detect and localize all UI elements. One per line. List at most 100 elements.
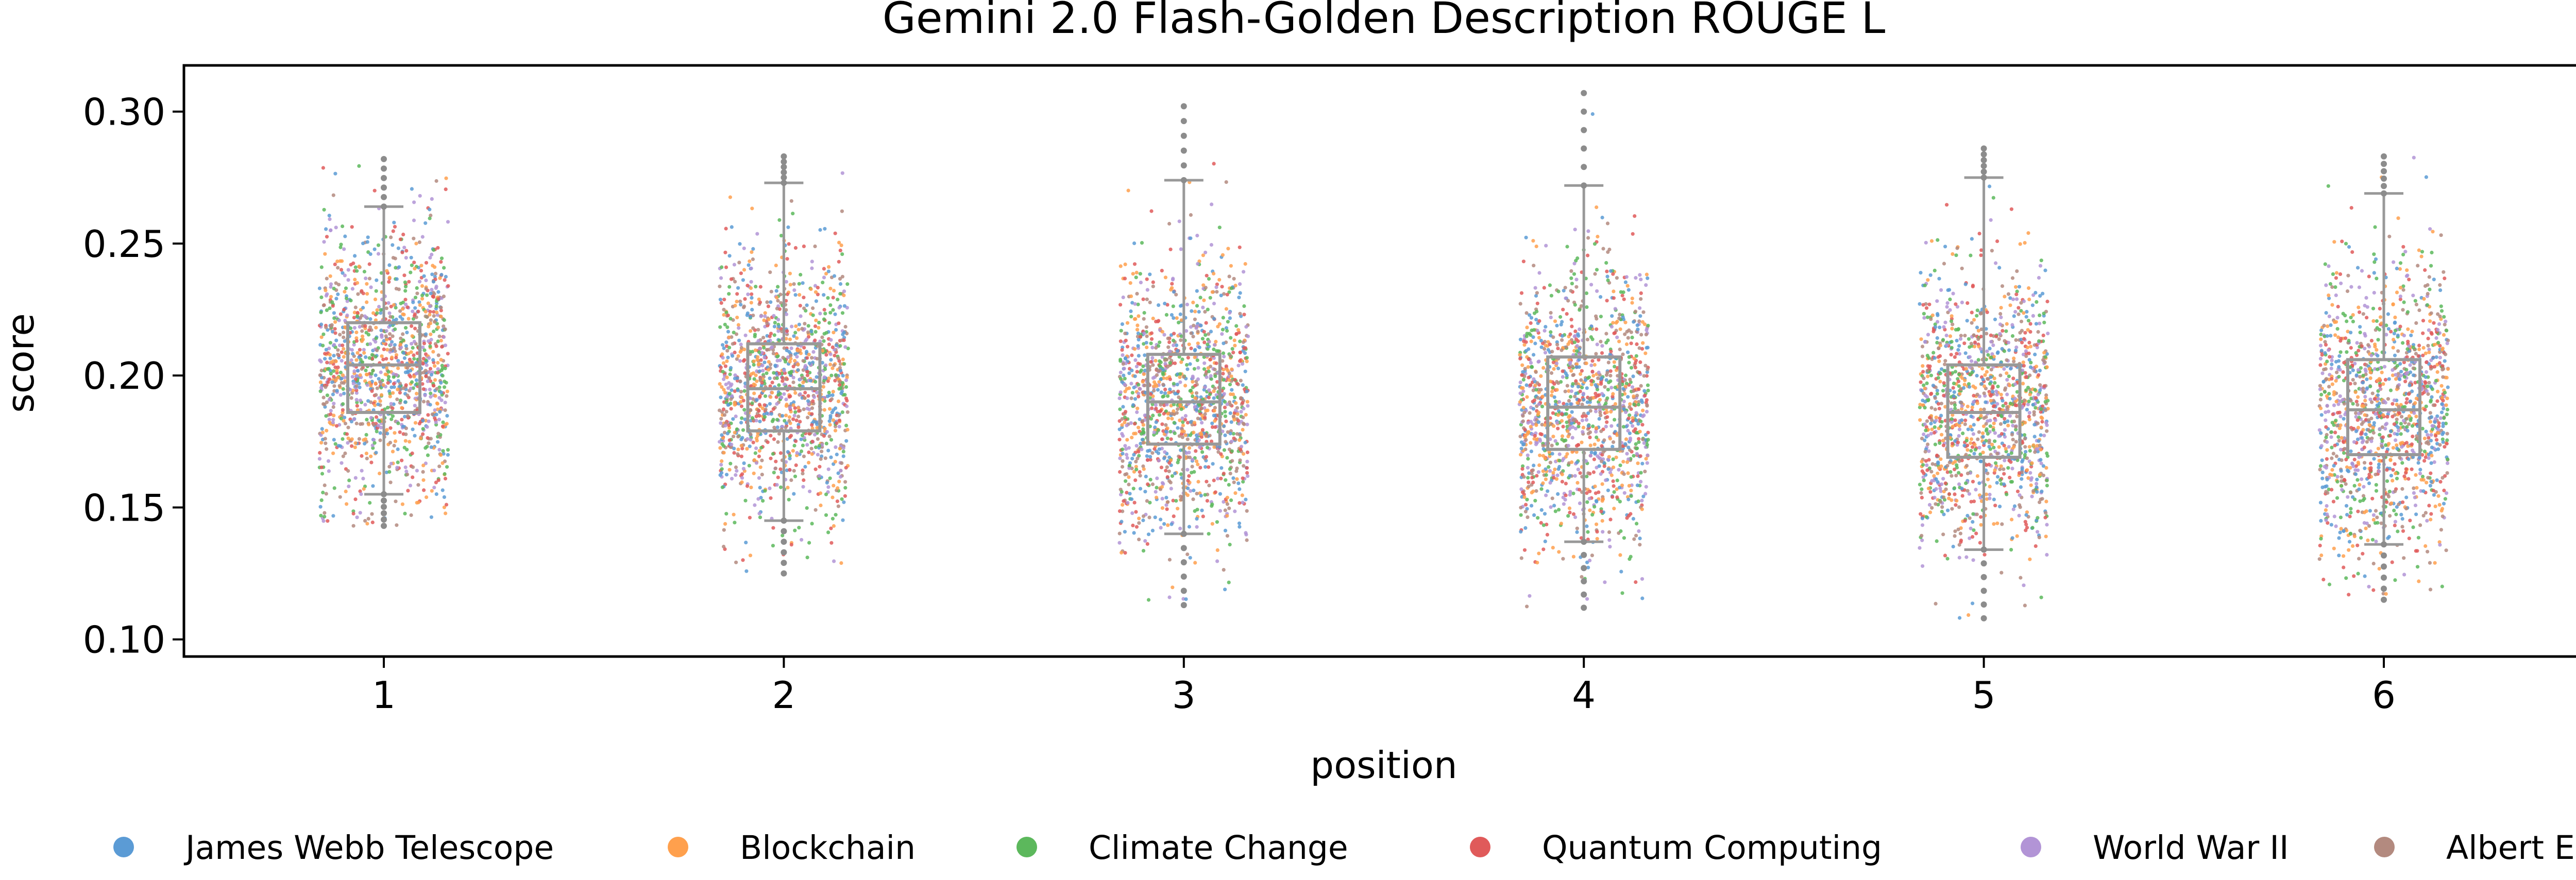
strip-point — [786, 450, 790, 454]
strip-point — [769, 395, 773, 399]
strip-point — [777, 383, 781, 387]
strip-point — [378, 431, 382, 435]
strip-point — [842, 294, 846, 298]
strip-point — [353, 441, 358, 445]
strip-point — [439, 256, 444, 261]
strip-point — [389, 304, 393, 308]
strip-point — [1549, 310, 1553, 315]
strip-point — [354, 421, 359, 426]
strip-point — [1220, 332, 1224, 336]
strip-point — [834, 513, 838, 517]
strip-point — [428, 313, 432, 317]
strip-point — [1545, 532, 1549, 537]
strip-point — [1595, 342, 1599, 347]
strip-point — [421, 419, 425, 423]
strip-point — [339, 417, 344, 421]
strip-point — [757, 413, 761, 418]
strip-point — [1121, 509, 1125, 513]
strip-point — [1520, 467, 1524, 471]
strip-point — [836, 486, 840, 490]
strip-point — [1236, 364, 1241, 368]
strip-point — [748, 315, 752, 319]
strip-point — [1219, 294, 1223, 298]
strip-point — [373, 297, 378, 302]
strip-point — [796, 327, 801, 332]
strip-point — [1154, 420, 1158, 424]
strip-point — [770, 391, 774, 395]
strip-point — [1200, 428, 1205, 432]
strip-point — [319, 322, 324, 326]
strip-point — [1185, 552, 1190, 557]
strip-point — [727, 391, 732, 395]
strip-point — [822, 375, 826, 379]
strip-point — [377, 377, 381, 381]
strip-point — [806, 399, 810, 403]
strip-point — [345, 432, 349, 436]
strip-point — [789, 434, 793, 438]
strip-point — [436, 290, 440, 294]
strip-point — [1225, 534, 1229, 538]
strip-point — [444, 187, 448, 192]
strip-point — [1586, 424, 1590, 428]
strip-point — [1584, 361, 1588, 366]
strip-point — [364, 331, 368, 335]
strip-point — [739, 443, 743, 448]
strip-point — [1225, 456, 1229, 460]
strip-point — [425, 425, 429, 429]
strip-point — [369, 460, 374, 464]
strip-point — [772, 324, 776, 329]
strip-point — [1121, 447, 1125, 452]
strip-point — [386, 381, 390, 385]
strip-point — [723, 322, 727, 326]
strip-point — [775, 306, 779, 310]
strip-point — [1141, 549, 1146, 553]
strip-point — [1631, 424, 1635, 428]
strip-point — [1629, 555, 1633, 559]
strip-point — [758, 394, 762, 399]
strip-point — [1611, 465, 1616, 470]
strip-point — [755, 398, 759, 402]
strip-point — [445, 413, 449, 418]
strip-point — [344, 489, 348, 494]
strip-point — [835, 421, 839, 425]
strip-point — [1551, 546, 1555, 550]
strip-point — [1224, 440, 1228, 444]
strip-point — [388, 441, 393, 445]
strip-point — [1634, 533, 1638, 538]
strip-point — [1224, 419, 1228, 423]
strip-point — [1544, 244, 1548, 248]
strip-point — [431, 384, 435, 388]
strip-point — [1171, 338, 1176, 342]
strip-point — [1163, 361, 1167, 366]
strip-point — [349, 420, 354, 424]
strip-point — [1523, 509, 1528, 514]
strip-point — [1242, 346, 1246, 350]
strip-point — [396, 366, 400, 370]
strip-point — [1565, 384, 1569, 388]
strip-point — [386, 301, 391, 305]
strip-point — [395, 373, 399, 377]
strip-point — [805, 443, 809, 447]
strip-point — [801, 443, 805, 447]
strip-point — [1560, 338, 1564, 342]
strip-point — [809, 287, 813, 291]
strip-point — [737, 338, 741, 342]
strip-point — [792, 469, 796, 473]
strip-point — [723, 364, 727, 368]
strip-point — [411, 475, 415, 479]
strip-point — [1529, 339, 1533, 343]
strip-point — [798, 420, 802, 424]
strip-point — [1221, 316, 1225, 320]
strip-point — [351, 524, 355, 528]
strip-point — [1130, 457, 1134, 461]
strip-point — [374, 340, 378, 344]
strip-point — [841, 454, 845, 458]
strip-point — [1146, 482, 1150, 487]
strip-point — [719, 276, 723, 280]
strip-point — [1637, 387, 1641, 391]
strip-point — [760, 406, 765, 410]
strip-point — [1160, 422, 1164, 426]
strip-point — [342, 347, 346, 351]
strip-point — [733, 401, 737, 405]
strip-point — [319, 465, 324, 470]
